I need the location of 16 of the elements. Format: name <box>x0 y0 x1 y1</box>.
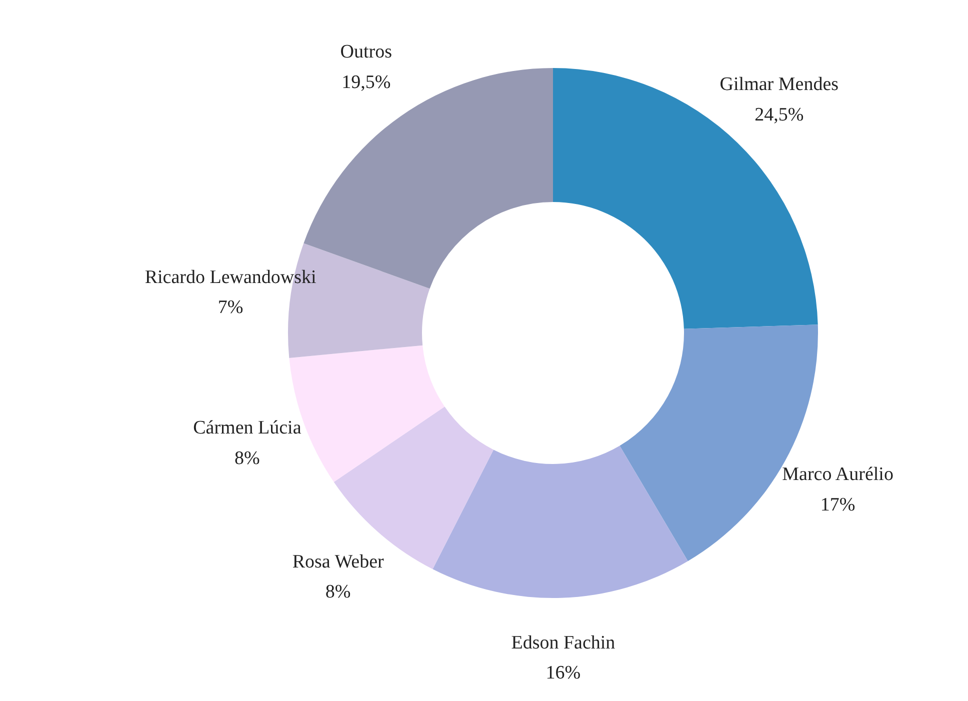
data-label: 8% <box>234 448 260 469</box>
donut-slice <box>432 446 688 598</box>
slice-label: Edson Fachin <box>511 632 616 654</box>
data-label: 8% <box>325 582 351 603</box>
data-label: 16% <box>546 662 581 684</box>
slice-label: Rosa Weber <box>292 551 384 572</box>
slice-label: Outros <box>340 42 392 63</box>
data-label: 7% <box>218 297 244 318</box>
slice-label: Marco Aurélio <box>782 464 894 486</box>
slice-label: Cármen Lúcia <box>193 418 302 439</box>
data-label: 24,5% <box>754 104 804 126</box>
slice-label: Ricardo Lewandowski <box>144 266 316 288</box>
data-label: 17% <box>820 494 856 516</box>
data-label: 19,5% <box>342 72 391 93</box>
donut-slice <box>334 406 494 570</box>
slice-label: Gilmar Mendes <box>720 74 839 96</box>
